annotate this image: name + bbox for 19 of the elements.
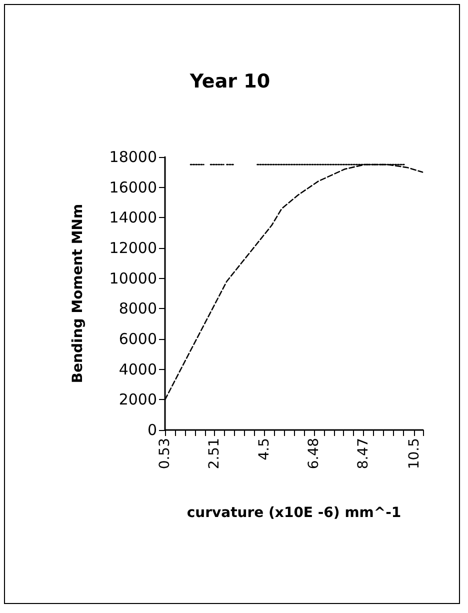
y-tick-label: 10000: [109, 269, 157, 288]
x-axis-title: curvature (x10E -6) mm^-1: [186, 505, 402, 521]
y-tick-label: 2000: [118, 390, 157, 409]
y-tick-label: 12000: [109, 239, 157, 257]
x-tick-label: 2.51: [206, 438, 222, 470]
y-tick-label: 18000: [109, 148, 157, 166]
x-tick-label: 8.47: [356, 438, 372, 470]
chart-title: Year 10: [188, 70, 270, 92]
y-tick-label: 8000: [118, 300, 157, 318]
y-tick-label: 6000: [118, 330, 157, 348]
x-tick-label: 10.5: [406, 438, 422, 470]
x-tick-label: 6.48: [306, 438, 322, 470]
y-tick-label: 0: [147, 421, 157, 439]
y-axis-title: Bending Moment MNm: [70, 204, 86, 384]
x-tick-label: 0.53: [157, 438, 173, 470]
y-tick-label: 4000: [118, 360, 157, 378]
x-tick-label: 4.5: [256, 438, 272, 460]
y-tick-label: 16000: [109, 178, 157, 196]
y-tick-label: 14000: [109, 208, 157, 227]
